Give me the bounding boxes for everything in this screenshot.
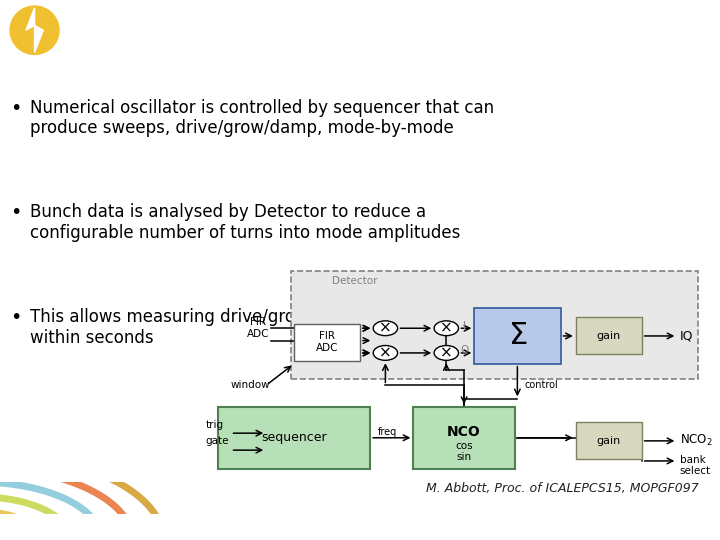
Text: gate: gate xyxy=(205,436,229,446)
Circle shape xyxy=(373,321,397,336)
Text: sequencer: sequencer xyxy=(261,431,327,444)
Text: M. Abbott, Proc. of ICALEPCS15, MOPGF097: M. Abbott, Proc. of ICALEPCS15, MOPGF097 xyxy=(426,482,698,495)
Text: FIR
ADC: FIR ADC xyxy=(316,332,338,353)
Bar xyxy=(576,318,642,354)
Text: window: window xyxy=(230,380,270,390)
Text: I: I xyxy=(462,321,466,331)
Text: 16: 16 xyxy=(701,521,713,531)
Text: Q: Q xyxy=(460,346,468,355)
Text: ADC: ADC xyxy=(247,329,270,340)
Bar xyxy=(474,308,560,364)
Text: •: • xyxy=(10,98,22,118)
Text: Longitudinal Bunch-by-Bunch Feedback at DLS, G. Rehm, TWIICE2, 9 Feb 2016: Longitudinal Bunch-by-Bunch Feedback at … xyxy=(7,521,392,531)
Text: gain: gain xyxy=(597,436,621,446)
Text: ×: × xyxy=(379,321,392,336)
Text: Bunch data is analysed by Detector to reduce a
configurable number of turns into: Bunch data is analysed by Detector to re… xyxy=(30,203,461,242)
Text: $\Sigma$: $\Sigma$ xyxy=(508,321,527,350)
Text: ×: × xyxy=(440,321,453,336)
Bar xyxy=(292,271,698,379)
Circle shape xyxy=(434,346,459,360)
Text: ×: × xyxy=(379,346,392,360)
Circle shape xyxy=(434,321,459,336)
Text: diamond: diamond xyxy=(71,21,152,39)
Bar xyxy=(294,323,360,361)
Text: trig: trig xyxy=(205,421,223,430)
Text: NCO$_2$: NCO$_2$ xyxy=(680,433,713,448)
Text: •: • xyxy=(10,203,22,222)
Ellipse shape xyxy=(10,6,59,55)
Text: NCO: NCO xyxy=(447,424,481,438)
Text: freq: freq xyxy=(378,427,397,437)
Bar xyxy=(413,407,515,469)
Text: gain: gain xyxy=(597,331,621,341)
Bar xyxy=(218,407,370,469)
Text: ×: × xyxy=(440,346,453,360)
Text: Detector: Detector xyxy=(332,276,377,286)
Polygon shape xyxy=(26,8,43,52)
Text: IQ: IQ xyxy=(680,329,693,342)
Text: Numerical oscillator is controlled by sequencer that can
produce sweeps, drive/g: Numerical oscillator is controlled by se… xyxy=(30,98,495,137)
Text: •: • xyxy=(10,308,22,327)
Text: bank
select: bank select xyxy=(680,455,711,476)
Circle shape xyxy=(373,346,397,360)
Text: This allows measuring drive/grow/damp on all modes
within seconds: This allows measuring drive/grow/damp on… xyxy=(30,308,474,347)
Text: cos
sin: cos sin xyxy=(455,441,473,462)
Text: Detector and Sequencer: Detector and Sequencer xyxy=(152,16,568,45)
Text: control: control xyxy=(525,380,559,390)
Text: FIR: FIR xyxy=(251,317,266,327)
Bar xyxy=(576,422,642,460)
